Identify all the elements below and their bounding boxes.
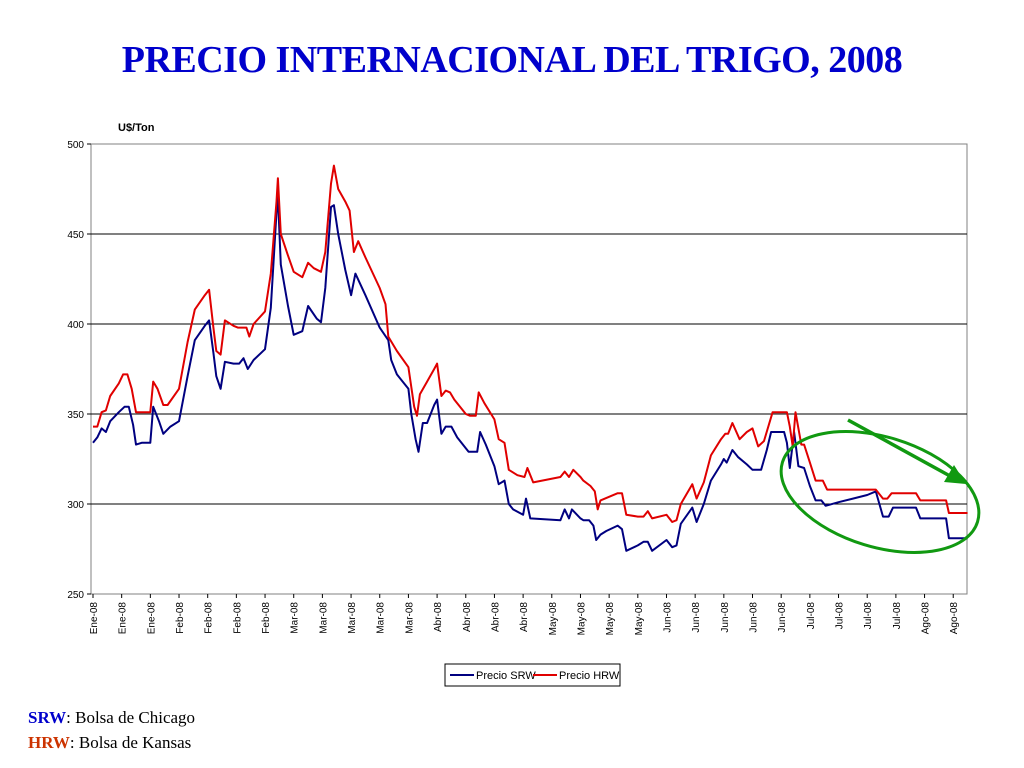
x-tick-label: May-08 bbox=[605, 602, 616, 636]
x-tick-label: Mar-08 bbox=[290, 602, 301, 634]
x-tick-label: Jun-08 bbox=[777, 602, 788, 633]
x-tick-label: Jul-08 bbox=[835, 602, 846, 630]
footnote-srw: SRW: Bolsa de Chicago bbox=[28, 708, 195, 728]
x-tick-label: Jun-08 bbox=[720, 602, 731, 633]
y-tick-label: 300 bbox=[67, 500, 84, 511]
y-tick-label: 500 bbox=[67, 140, 84, 151]
x-tick-label: May-08 bbox=[548, 602, 559, 636]
y-axis-label: U$/Ton bbox=[118, 122, 155, 134]
x-tick-label: May-08 bbox=[634, 602, 645, 636]
x-tick-label: Jul-08 bbox=[806, 602, 817, 630]
x-tick-label: Feb-08 bbox=[261, 602, 272, 634]
price-chart: 250 300 350 400 450 500 Ene-08 Ene-08 Ene-08 Feb… bbox=[67, 122, 981, 687]
y-tick-label: 250 bbox=[67, 590, 84, 601]
x-tick-label: Feb-08 bbox=[204, 602, 215, 634]
footnote-srw-code: SRW bbox=[28, 708, 67, 727]
series-lines bbox=[92, 164, 968, 552]
footnote-hrw: HRW: Bolsa de Kansas bbox=[28, 733, 191, 753]
x-tick-label: Jul-08 bbox=[892, 602, 903, 630]
legend: Precio SRW Precio HRW bbox=[444, 663, 621, 687]
y-tick-label: 400 bbox=[67, 320, 84, 331]
series-line-hrw bbox=[93, 164, 968, 523]
plot-area bbox=[90, 143, 968, 595]
x-tick-label: Feb-08 bbox=[232, 602, 243, 634]
series-line-srw bbox=[92, 195, 968, 552]
x-tick-label: Mar-08 bbox=[404, 602, 415, 634]
x-tick-label: Jul-08 bbox=[863, 602, 874, 630]
x-tick-label: Jun-08 bbox=[662, 602, 673, 633]
x-tick-label: Jun-08 bbox=[691, 602, 702, 633]
x-tick-label: Jun-08 bbox=[749, 602, 760, 633]
page-title: PRECIO INTERNACIONAL DEL TRIGO, 2008 bbox=[121, 39, 903, 81]
x-tick-label: Abr-08 bbox=[519, 602, 530, 632]
x-tick-label: May-08 bbox=[576, 602, 587, 636]
y-tick-label: 450 bbox=[67, 230, 84, 241]
footnote-hrw-text: : Bolsa de Kansas bbox=[69, 733, 192, 752]
highlight-ellipse bbox=[779, 430, 981, 554]
x-tick-label: Ene-08 bbox=[118, 602, 129, 635]
x-tick-label: Feb-08 bbox=[175, 602, 186, 634]
x-tick-label: Abr-08 bbox=[490, 602, 501, 632]
x-tick-label: Abr-08 bbox=[462, 602, 473, 632]
trend-arrow-head bbox=[944, 465, 966, 484]
trend-arrow-shaft bbox=[847, 418, 951, 478]
footnote-hrw-code: HRW bbox=[28, 733, 70, 752]
x-tick-label: Mar-08 bbox=[318, 602, 329, 634]
y-axis-ticks: 250 300 350 400 450 500 bbox=[67, 140, 91, 601]
y-tick-label: 350 bbox=[67, 410, 84, 421]
gridlines bbox=[91, 233, 967, 505]
x-tick-label: Ene-08 bbox=[89, 602, 100, 635]
x-tick-label: Abr-08 bbox=[433, 602, 444, 632]
x-tick-label: Mar-08 bbox=[347, 602, 358, 634]
legend-box bbox=[444, 663, 621, 687]
legend-entry-hrw: Precio HRW bbox=[559, 670, 620, 682]
x-tick-label: Ago-08 bbox=[921, 602, 932, 635]
x-axis-ticks: Ene-08 Ene-08 Ene-08 Feb-08 Feb-08 Feb-08 Feb-… bbox=[89, 594, 960, 635]
x-tick-label: Ene-08 bbox=[146, 602, 157, 635]
x-tick-label: Ago-08 bbox=[949, 602, 960, 635]
x-tick-label: Mar-08 bbox=[376, 602, 387, 634]
footnote-srw-text: : Bolsa de Chicago bbox=[66, 708, 196, 727]
legend-entry-srw: Precio SRW bbox=[476, 670, 536, 682]
